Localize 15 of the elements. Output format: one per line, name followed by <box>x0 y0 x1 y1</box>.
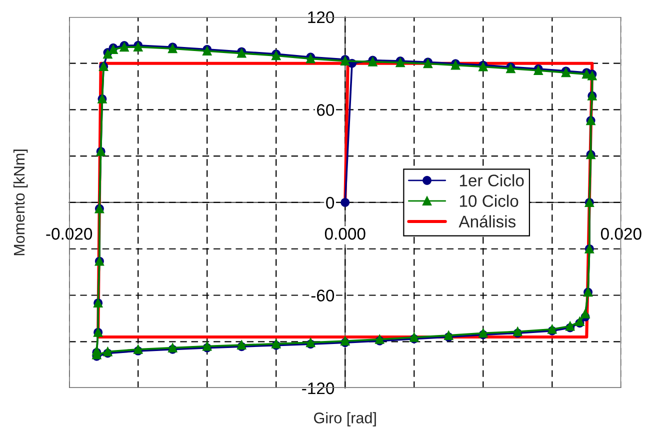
x-tick-label: -0.020 <box>46 228 92 240</box>
point <box>340 198 350 208</box>
y-tick-label: 0 <box>326 196 334 209</box>
x-tick-label: 0.000 <box>324 228 366 240</box>
y-tick-label: -60 <box>311 290 334 302</box>
legend-label: Análisis <box>458 215 516 228</box>
y-tick-label: 120 <box>308 11 334 24</box>
x-axis-title: Giro [rad] <box>314 412 376 426</box>
legend-label: 10 Ciclo <box>460 194 518 207</box>
y-axis-title: Momento [kNm] <box>13 150 28 256</box>
y-tick-label: 60 <box>317 104 334 116</box>
x-tick-label: 0.020 <box>600 228 642 240</box>
legend-label: 1er Ciclo <box>460 174 524 186</box>
point <box>580 309 590 318</box>
y-tick-label: -120 <box>302 382 334 394</box>
